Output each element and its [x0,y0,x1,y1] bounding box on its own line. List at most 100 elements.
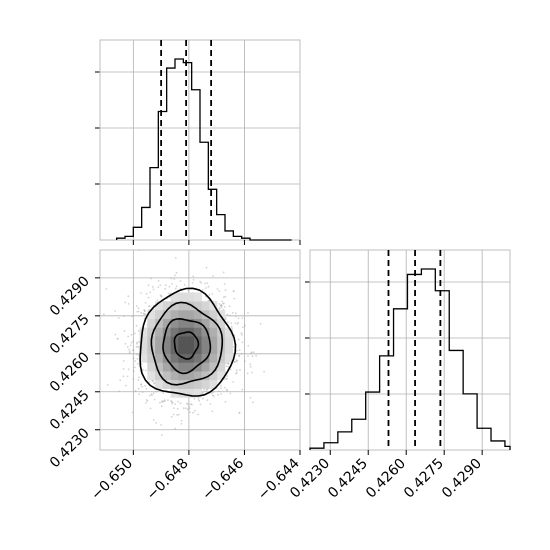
scatter-point [225,388,228,391]
scatter-point [150,393,153,396]
scatter-point [136,341,138,344]
density-cell [178,318,187,328]
scatter-point [142,368,144,371]
density-cell [186,318,195,328]
joint-y-tick-label: 0.4290 [47,273,93,319]
scatter-point [147,305,150,308]
scatter-point [162,392,165,394]
scatter-point [160,405,163,408]
density-cell [162,379,171,389]
scatter-point [192,279,195,281]
density-cell [201,371,210,381]
scatter-point [140,311,143,314]
scatter-point [185,407,187,410]
scatter-point [143,308,146,311]
scatter-point [131,315,133,318]
scatter-point [234,322,237,324]
scatter-point [145,293,148,295]
scatter-point [135,324,138,327]
scatter-point [236,359,239,362]
scatter-point [164,287,167,290]
scatter-point [126,346,129,348]
scatter-point [137,330,140,332]
scatter-point [180,423,183,425]
scatter-point [192,411,195,414]
scatter-point [219,387,222,390]
hist2-histogram-step [309,268,511,450]
density-cell [186,310,195,320]
density-cell [162,362,171,372]
scatter-point [235,349,238,352]
scatter-point [167,399,169,402]
scatter-point [160,424,163,426]
scatter-point [220,393,223,395]
density-cell [193,327,202,337]
scatter-point [237,317,240,320]
scatter-point [231,311,234,314]
scatter-point [226,375,229,377]
scatter-point [263,370,265,373]
density-cell [162,336,171,346]
density-cell [155,371,164,381]
scatter-point [210,392,213,395]
scatter-point [123,330,126,332]
scatter-point [220,384,222,387]
scatter-point [228,314,231,317]
density-cell [201,336,210,346]
density-cell [178,336,187,346]
density-cell [147,371,156,381]
density-cell [155,379,164,389]
density-cell [178,310,187,320]
scatter-point [208,294,211,296]
density-cell [193,301,202,311]
scatter-point [229,392,232,395]
scatter-point [146,400,149,402]
scatter-point [167,292,170,295]
scatter-point [170,277,173,280]
scatter-point [173,407,175,409]
scatter-point [136,342,138,345]
density-cell [193,344,202,354]
density-cell [147,353,156,363]
density-cell [201,327,210,337]
scatter-point [203,388,206,391]
density-cell [201,344,210,354]
scatter-point [124,301,126,304]
scatter-point [205,266,208,269]
density-cell [155,310,164,320]
scatter-point [249,397,252,399]
density-cell [193,310,202,320]
scatter-point [171,401,174,404]
density-cell [147,327,156,337]
density-cell [209,353,218,363]
scatter-point [135,346,138,348]
scatter-point [199,280,202,283]
density-cell [224,344,233,354]
scatter-point [155,422,158,424]
scatter-point [130,341,133,344]
density-cell [186,301,195,311]
scatter-point [174,287,177,290]
scatter-point [252,401,254,404]
scatter-point [191,282,194,284]
scatter-point [226,313,229,316]
density-cell [186,362,195,372]
scatter-point [192,275,195,278]
scatter-point [145,402,147,404]
scatter-point [207,285,210,288]
scatter-point [162,400,165,402]
contour-level-3 [150,301,224,386]
scatter-point [119,379,122,382]
scatter-point [137,363,139,365]
density-cell [217,336,226,346]
scatter-point [247,344,250,347]
scatter-point [233,297,236,300]
scatter-point [242,326,244,328]
density-cell [201,362,210,372]
scatter-point [186,403,189,406]
density-cell [139,353,148,363]
scatter-point [246,372,249,375]
scatter-point [128,348,130,351]
contour-level-4 [139,287,237,397]
scatter-point [150,277,153,280]
